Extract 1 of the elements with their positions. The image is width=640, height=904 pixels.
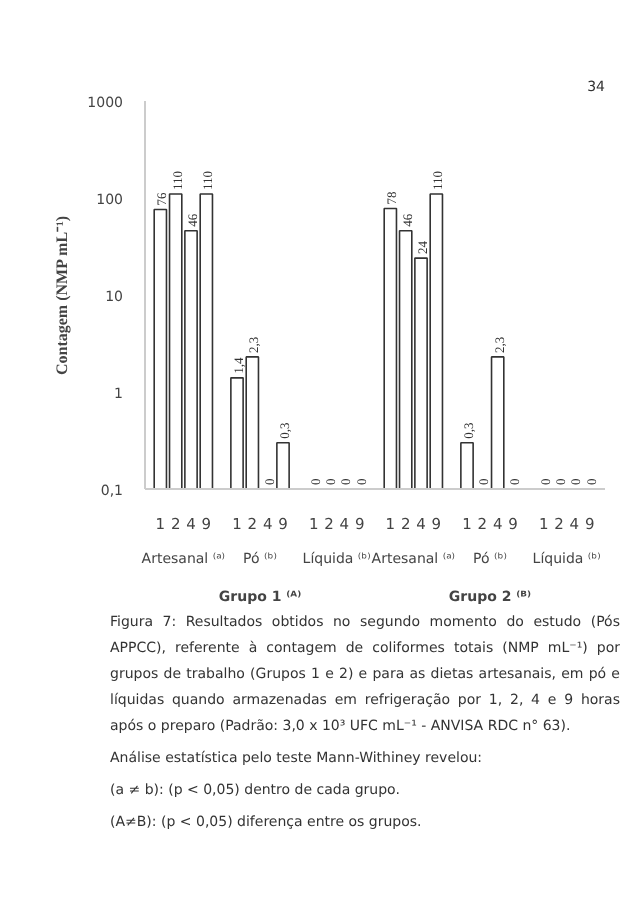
y-axis-title: Contagem (NMP mL⁻¹) bbox=[53, 215, 72, 376]
